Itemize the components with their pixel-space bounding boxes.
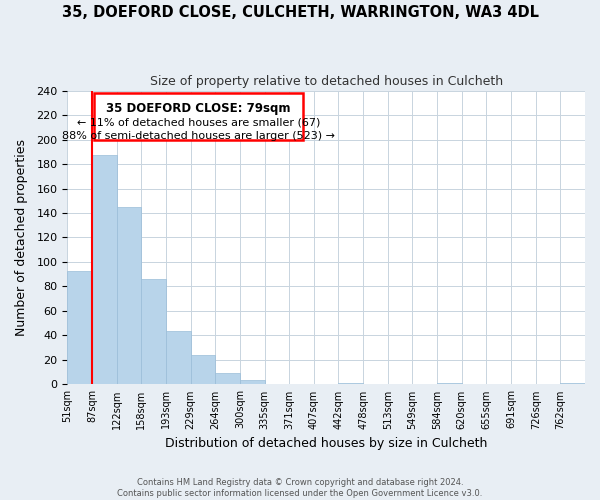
Bar [166,330,191,384]
Bar [215,374,240,384]
FancyBboxPatch shape [94,93,304,140]
Text: ← 11% of detached houses are smaller (67): ← 11% of detached houses are smaller (67… [77,118,320,128]
Y-axis label: Number of detached properties: Number of detached properties [15,139,28,336]
Bar [116,207,141,384]
Bar [141,279,166,384]
X-axis label: Distribution of detached houses by size in Culcheth: Distribution of detached houses by size … [165,437,487,450]
Bar [338,383,363,384]
Bar [437,383,462,384]
Bar [560,383,585,384]
Text: 88% of semi-detached houses are larger (523) →: 88% of semi-detached houses are larger (… [62,131,335,141]
Bar [240,380,265,384]
Title: Size of property relative to detached houses in Culcheth: Size of property relative to detached ho… [149,75,503,88]
Bar [67,270,92,384]
Bar [191,355,215,384]
Text: 35 DOEFORD CLOSE: 79sqm: 35 DOEFORD CLOSE: 79sqm [106,102,291,114]
Bar [92,156,116,384]
Text: 35, DOEFORD CLOSE, CULCHETH, WARRINGTON, WA3 4DL: 35, DOEFORD CLOSE, CULCHETH, WARRINGTON,… [62,5,539,20]
Text: Contains HM Land Registry data © Crown copyright and database right 2024.
Contai: Contains HM Land Registry data © Crown c… [118,478,482,498]
